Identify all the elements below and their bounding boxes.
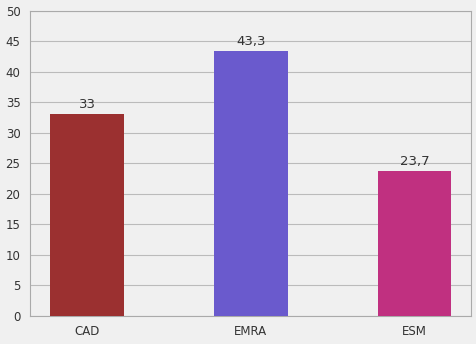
Bar	[377, 171, 450, 316]
Bar	[50, 114, 124, 316]
Text: 43,3: 43,3	[236, 35, 265, 49]
Bar	[214, 52, 287, 316]
Text: 23,7: 23,7	[399, 155, 428, 168]
Text: 33: 33	[79, 98, 95, 111]
